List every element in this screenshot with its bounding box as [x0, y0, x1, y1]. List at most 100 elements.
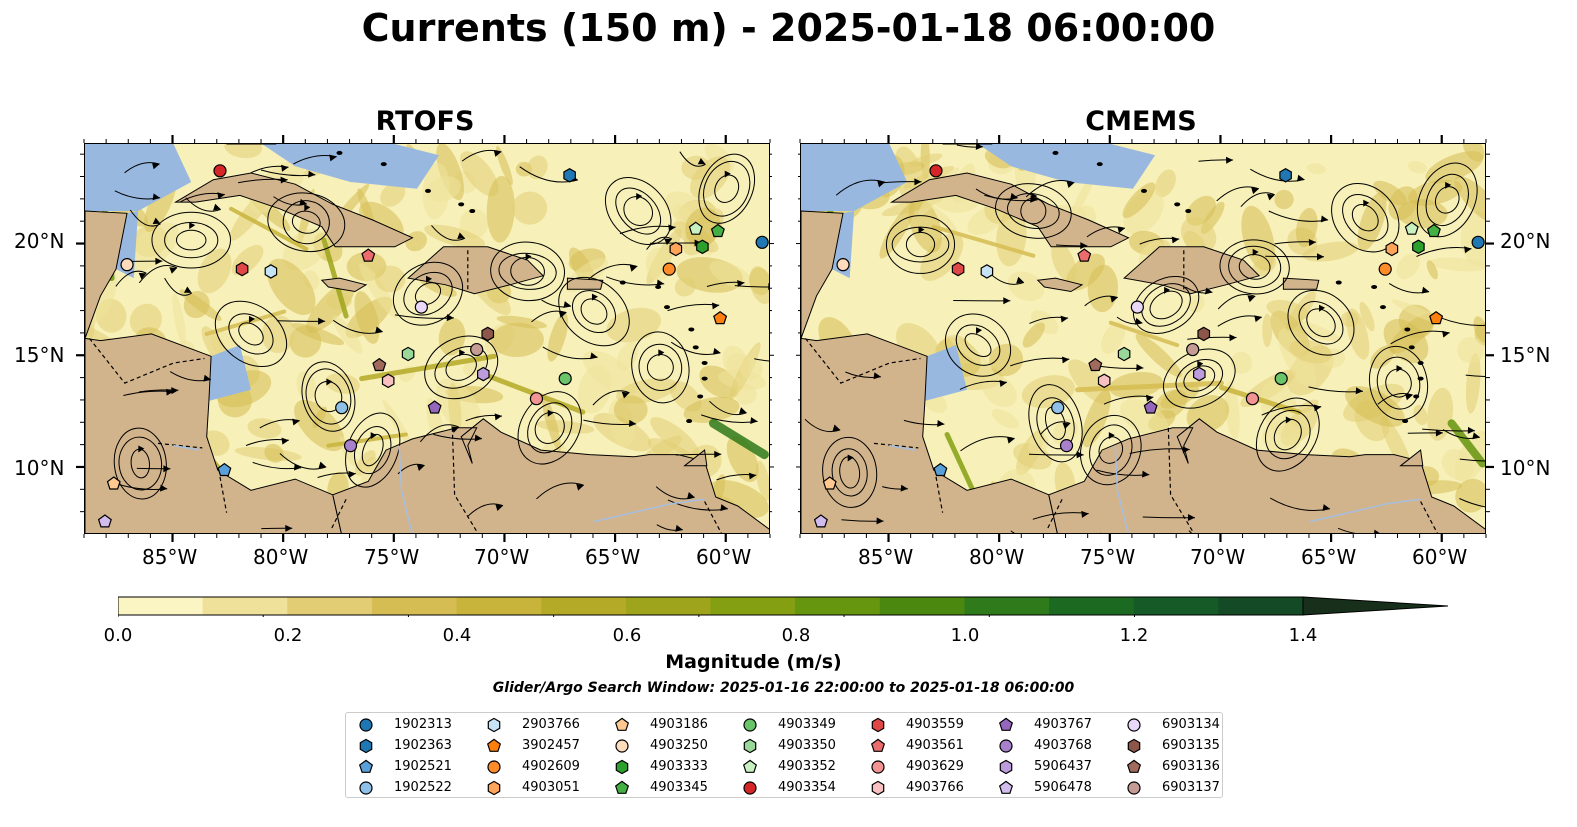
legend-label: 1902522 [394, 780, 452, 795]
cmems-float-marker [1088, 357, 1103, 372]
colorbar-extend-arrow [1302, 596, 1449, 616]
legend-marker [615, 739, 629, 753]
legend-marker-icon [743, 781, 757, 795]
legend-label: 4903559 [906, 717, 964, 732]
legend-marker-icon [743, 738, 757, 754]
y-tick-label-right: 20°N [1500, 229, 1551, 253]
x-tick-label: 60°W [696, 545, 752, 569]
legend-marker-icon [1127, 718, 1141, 732]
legend-marker [359, 738, 373, 754]
rtofs-float-marker [97, 514, 112, 528]
colorbar-label: Magnitude (m/s) [665, 651, 842, 673]
legend-marker-icon [359, 718, 373, 732]
legend-label: 4903767 [1034, 717, 1092, 732]
rtofs-map-panel [84, 143, 770, 534]
rtofs-float-marker [401, 346, 415, 362]
cmems-float-marker [1274, 372, 1288, 386]
legend-label: 1902363 [394, 738, 452, 753]
rtofs-float-marker [470, 342, 484, 357]
legend-marker [614, 717, 630, 731]
legend-marker [1127, 781, 1141, 795]
legend-marker-icon [870, 738, 886, 752]
legend-label: 4903333 [650, 759, 708, 774]
legend-marker [1126, 759, 1142, 773]
legend-marker-icon [358, 759, 374, 773]
legend-marker-icon [359, 781, 373, 795]
colorbar-tick-label: 1.4 [1288, 625, 1318, 646]
rtofs-float-marker [481, 326, 495, 342]
legend-marker [359, 718, 373, 732]
cmems-float-marker [1197, 326, 1211, 342]
rtofs-float-marker [264, 264, 278, 279]
legend-marker [743, 781, 757, 795]
legend-label: 6903135 [1162, 738, 1220, 753]
x-tick-label: 85°W [142, 545, 198, 569]
colorbar-tick-label: 0.0 [103, 625, 133, 646]
rtofs-float-marker [414, 300, 428, 314]
cmems-float-marker [1193, 366, 1206, 382]
x-tick-label: 80°W [969, 545, 1025, 569]
legend-marker-icon [871, 717, 885, 733]
cmems-float-marker [1404, 221, 1419, 235]
colorbar-segment [118, 597, 204, 615]
rtofs-float-marker [361, 248, 376, 262]
legend-marker [871, 760, 885, 774]
legend-label: 4903561 [906, 738, 964, 753]
rtofs-float-marker [381, 373, 395, 389]
colorbar-segment [1133, 597, 1219, 615]
rtofs-float-marker [688, 221, 703, 235]
legend-label: 6903134 [1162, 717, 1220, 732]
legend-label: 1902313 [394, 717, 452, 732]
legend-label: 5906478 [1034, 780, 1092, 795]
cmems-float-marker [822, 476, 837, 490]
legend-label: 4903345 [650, 780, 708, 795]
rtofs-float-marker [217, 462, 232, 477]
legend-label: 4903250 [650, 738, 708, 753]
cmems-float-marker [1279, 168, 1292, 183]
x-tick-label: 85°W [858, 545, 914, 569]
legend-marker-icon [998, 780, 1014, 794]
y-tick-label-left: 15°N [14, 343, 65, 367]
legend-marker [743, 718, 757, 732]
colorbar-tick-label: 1.2 [1119, 625, 1149, 646]
cmems-float-marker [1130, 300, 1144, 314]
legend-label: 6903136 [1162, 759, 1220, 774]
cmems-float-marker [813, 514, 828, 528]
legend-marker [487, 760, 501, 774]
legend-label: 4903352 [778, 759, 836, 774]
legend-marker-icon [998, 717, 1014, 731]
legend-marker-icon [1127, 738, 1141, 754]
legend-marker [487, 717, 501, 733]
legend-marker [742, 759, 758, 773]
legend-marker-icon [486, 738, 502, 752]
colorbar-segment [456, 597, 542, 615]
legend-marker-icon [1127, 781, 1141, 795]
legend-marker-icon [487, 780, 501, 796]
legend-marker-icon [999, 759, 1013, 775]
colorbar-segment [1218, 597, 1304, 615]
colorbar-tick-label: 0.2 [273, 625, 303, 646]
rtofs-float-marker [696, 239, 709, 255]
legend-marker [486, 738, 502, 752]
x-tick-label: 60°W [1412, 545, 1468, 569]
legend-marker [998, 780, 1014, 794]
legend-marker [871, 780, 885, 796]
cmems-float-marker [1412, 239, 1425, 255]
cmems-float-marker [1245, 392, 1260, 406]
y-tick-label-left: 10°N [14, 456, 65, 480]
colorbar-segment [287, 597, 373, 615]
legend-label: 4903051 [522, 780, 580, 795]
search-window-subtitle: Glider/Argo Search Window: 2025-01-16 22… [492, 680, 1075, 696]
colorbar [118, 596, 1449, 617]
legend-label: 4903349 [778, 717, 836, 732]
colorbar-tick-label: 0.4 [442, 625, 472, 646]
legend-marker [487, 780, 501, 796]
legend-label: 2903766 [522, 717, 580, 732]
rtofs-float-marker [120, 258, 134, 272]
rtofs-float-marker [713, 310, 728, 325]
legend-marker [998, 717, 1014, 731]
colorbar-tick-label: 1.0 [950, 625, 980, 646]
cmems-float-marker [1378, 262, 1392, 276]
legend-marker [870, 738, 886, 752]
rtofs-float-marker [755, 235, 769, 249]
